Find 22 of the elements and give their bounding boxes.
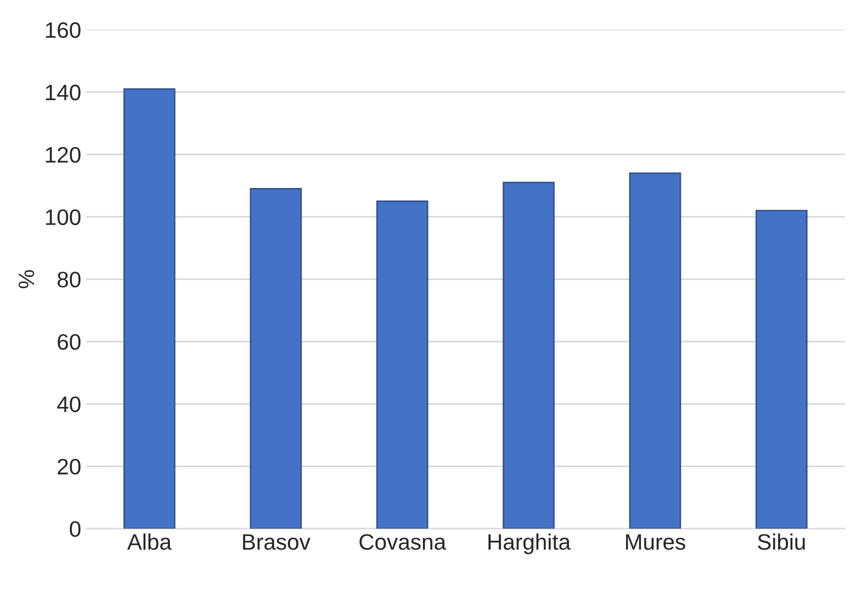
bar xyxy=(376,200,428,529)
y-tick-label: 0 xyxy=(70,521,80,537)
x-tick-label: Harghita xyxy=(488,534,571,554)
x-tick-label: Sibiu xyxy=(758,534,805,550)
y-tick-label: 60 xyxy=(58,334,80,350)
bar xyxy=(123,88,176,529)
y-axis-title: % xyxy=(18,270,34,288)
x-tick-label: Brasov xyxy=(243,534,310,550)
x-tick-label: Alba xyxy=(127,534,172,550)
bar xyxy=(629,172,682,529)
x-tick-label: Covasna xyxy=(360,534,446,550)
bar xyxy=(250,188,302,529)
y-tick-label: 140 xyxy=(46,84,80,100)
y-tick-label: 20 xyxy=(58,458,80,475)
bar xyxy=(756,210,808,529)
y-tick-label: 40 xyxy=(57,396,80,412)
bar xyxy=(502,182,555,529)
y-tick-label: 120 xyxy=(46,146,80,163)
y-tick-label: 100 xyxy=(46,209,80,226)
y-tick-label: 160 xyxy=(46,22,80,38)
x-tick-label: Mures xyxy=(626,534,686,550)
y-tick-label: 80 xyxy=(58,272,80,288)
